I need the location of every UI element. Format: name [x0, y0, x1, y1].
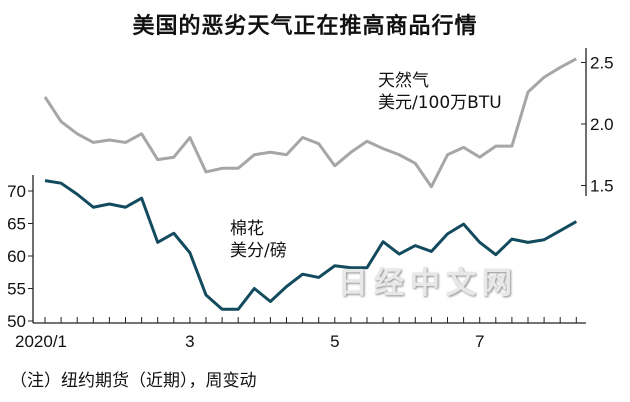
gas-legend: 天然气 美元/100万BTU: [378, 70, 502, 114]
x-tick-label: 2020/1: [15, 332, 67, 351]
gas-name: 天然气: [378, 71, 429, 91]
gas-line: [43, 57, 578, 189]
cotton-legend: 棉花 美分/磅: [230, 218, 287, 262]
x-tick-label: 7: [475, 332, 484, 351]
left-tick-label: 65: [7, 215, 26, 234]
watermark: 日经中文网: [338, 266, 518, 301]
x-tick-label: 5: [330, 332, 339, 351]
cotton-line: [44, 179, 578, 311]
chart-note: （注）纽约期货（近期），周变动: [10, 371, 257, 391]
right-tick-label: 2.5: [590, 54, 614, 73]
gas-unit: 美元/100万BTU: [378, 93, 502, 113]
x-tick-label: 3: [185, 332, 194, 351]
cotton-unit: 美分/磅: [230, 241, 287, 261]
left-tick-label: 70: [7, 182, 26, 201]
cotton-name: 棉花: [230, 219, 264, 239]
left-tick-label: 60: [7, 247, 26, 266]
left-tick-label: 55: [7, 280, 26, 299]
chart-title: 美国的恶劣天气正在推高商品行情: [132, 14, 478, 39]
right-tick-label: 1.5: [590, 177, 614, 196]
left-tick-label: 50: [7, 312, 26, 331]
right-tick-label: 2.0: [590, 115, 614, 134]
